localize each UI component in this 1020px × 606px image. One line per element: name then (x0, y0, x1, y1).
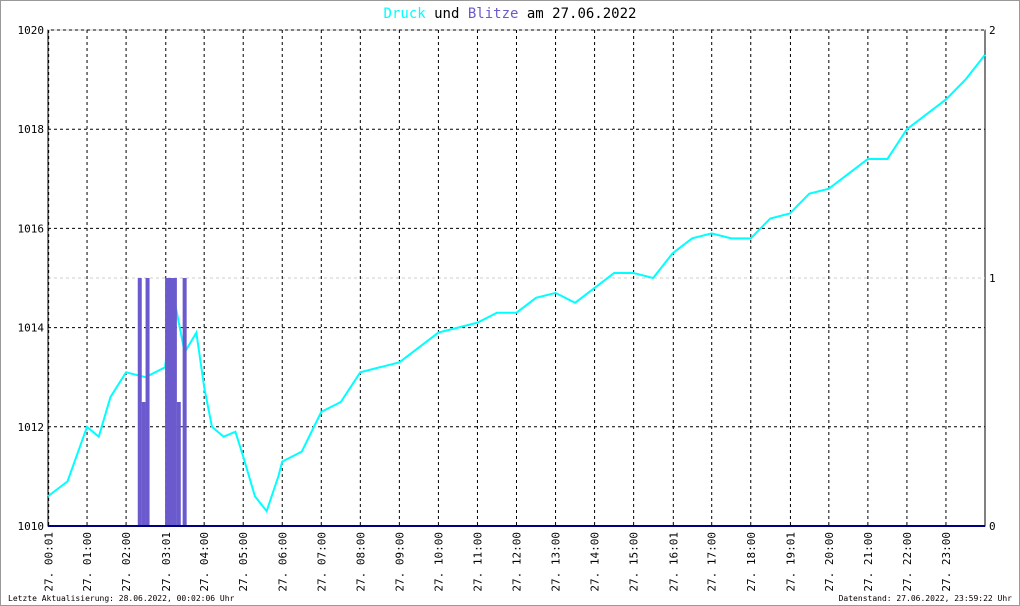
y-tick-label: 1010 (18, 520, 45, 533)
footer-left: Letzte Aktualisierung: 28.06.2022, 00:02… (8, 594, 235, 603)
lightning-bar (172, 278, 177, 526)
x-tick-label: 27. 01:00 (81, 532, 94, 592)
x-tick-label: 27. 15:00 (628, 532, 641, 592)
lightning-bar (168, 278, 173, 526)
x-tick-label: 27. 10:00 (432, 532, 445, 592)
footer-right: Datenstand: 27.06.2022, 23:59:22 Uhr (839, 594, 1013, 603)
x-tick-label: 27. 12:00 (511, 532, 524, 592)
x-tick-label: 27. 22:00 (901, 532, 914, 592)
y2-tick-label: 1 (989, 272, 996, 285)
x-tick-label: 27. 23:00 (940, 532, 953, 592)
y2-tick-label: 0 (989, 520, 996, 533)
title-blitze: Blitze (468, 6, 519, 22)
x-tick-label: 27. 16:01 (667, 532, 680, 592)
lightning-bar (145, 278, 150, 526)
title-druck: Druck (384, 6, 427, 22)
x-tick-label: 27. 06:00 (276, 532, 289, 592)
x-tick-label: 27. 13:00 (550, 532, 563, 592)
x-tick-label: 27. 18:00 (745, 532, 758, 592)
x-tick-label: 27. 17:00 (706, 532, 719, 592)
lightning-bar (182, 278, 187, 526)
y-tick-label: 1020 (18, 24, 45, 37)
x-tick-label: 27. 20:00 (823, 532, 836, 592)
x-tick-label: 27. 08:00 (354, 532, 367, 592)
title-und: und (434, 6, 459, 22)
x-tick-label: 27. 00:01 (43, 532, 56, 592)
x-tick-label: 27. 09:00 (393, 532, 406, 592)
y-tick-label: 1012 (18, 421, 45, 434)
x-tick-label: 27. 04:00 (198, 532, 211, 592)
x-tick-label: 27. 19:01 (784, 532, 797, 592)
y-tick-label: 1014 (18, 322, 45, 335)
chart-title: Druck und Blitze am 27.06.2022 (384, 6, 637, 22)
y-tick-label: 1016 (18, 222, 45, 235)
x-tick-label: 27. 02:00 (120, 532, 133, 592)
x-tick-label: 27. 03:01 (160, 532, 173, 592)
lightning-bar (165, 278, 170, 526)
lightning-bar (141, 402, 146, 526)
y2-tick-label: 2 (989, 24, 996, 37)
x-tick-label: 27. 05:00 (237, 532, 250, 592)
x-tick-label: 27. 07:00 (315, 532, 328, 592)
x-tick-label: 27. 11:00 (471, 532, 484, 592)
lightning-bar (176, 402, 181, 526)
x-tick-label: 27. 21:00 (862, 532, 875, 592)
y-tick-label: 1018 (18, 123, 45, 136)
lightning-bar (137, 278, 142, 526)
title-date: am 27.06.2022 (527, 6, 637, 22)
x-tick-label: 27. 14:00 (589, 532, 602, 592)
